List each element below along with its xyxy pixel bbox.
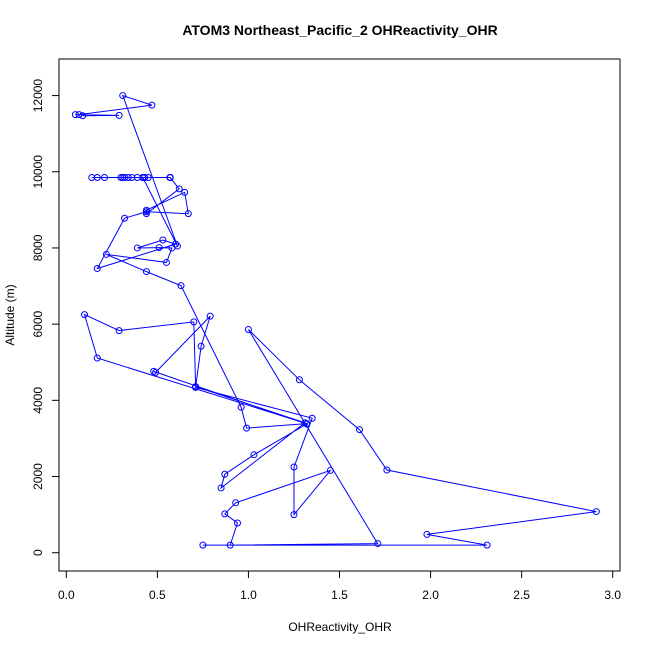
data-point [217, 484, 225, 492]
data-point [221, 510, 229, 518]
data-point [374, 540, 382, 548]
data-point [79, 112, 87, 120]
data-point [133, 173, 141, 181]
data-point [383, 466, 391, 474]
data-point [483, 541, 491, 549]
data-point [119, 92, 127, 100]
data-point [226, 541, 234, 549]
data-point [141, 173, 149, 181]
data-point [237, 403, 245, 411]
data-point [102, 250, 110, 258]
data-point [148, 101, 156, 109]
y-tick-label: 2000 [31, 463, 45, 490]
x-tick-label: 1.5 [331, 588, 348, 602]
data-point [173, 242, 181, 250]
x-tick-label: 0.0 [58, 588, 75, 602]
series-line [75, 94, 597, 546]
data-point [308, 414, 316, 422]
data-point [243, 424, 251, 432]
data-point [124, 173, 132, 181]
data-point [121, 214, 129, 222]
data-point [121, 173, 129, 181]
y-tick-label: 10000 [31, 155, 45, 189]
data-point [142, 206, 150, 214]
data-point [234, 519, 241, 527]
x-tick-label: 0.5 [149, 588, 166, 602]
data-point [184, 210, 192, 218]
data-point [162, 258, 170, 266]
x-tick-label: 2.5 [513, 588, 530, 602]
data-point [177, 282, 185, 290]
x-axis: 0.0 0.5 1.0 1.5 2.0 2.5 3.0 [58, 570, 621, 602]
x-tick-label: 2.0 [422, 588, 439, 602]
data-point [290, 463, 298, 471]
data-point [142, 210, 150, 218]
data-point [232, 499, 240, 507]
data-point [133, 244, 141, 252]
data-point [117, 173, 125, 181]
data-point [93, 265, 101, 273]
x-axis-label: OHReactivity_OHR [288, 620, 392, 634]
chart-title: ATOM3 Northeast_Pacific_2 OHReactivity_O… [182, 22, 497, 38]
x-tick-label: 1.0 [240, 588, 257, 602]
data-point [206, 312, 214, 320]
y-axis-label: Altitude (m) [3, 284, 17, 345]
data-point [75, 111, 83, 119]
data-point [221, 470, 229, 478]
data-point [303, 420, 311, 428]
data-point [159, 236, 167, 244]
data-point [166, 173, 174, 181]
data-point [81, 311, 88, 319]
y-tick-label: 4000 [31, 387, 45, 414]
data-point [144, 173, 152, 181]
data-point [88, 173, 96, 181]
data-point [197, 342, 205, 350]
data-point [244, 325, 252, 333]
data-point [250, 451, 258, 459]
data-point [592, 508, 600, 516]
data-point [139, 173, 147, 181]
y-tick-label: 0 [31, 549, 45, 556]
data-point [199, 541, 207, 549]
series-layer [71, 92, 600, 549]
y-tick-label: 8000 [31, 234, 45, 261]
data-point [115, 327, 123, 335]
data-point [155, 244, 163, 252]
data-point [295, 376, 303, 384]
data-point [172, 240, 180, 248]
data-point [150, 367, 158, 375]
data-point [290, 511, 298, 519]
data-point [190, 318, 198, 326]
data-point [93, 173, 101, 181]
data-point [192, 383, 200, 391]
data-point [175, 185, 183, 193]
data-point [356, 426, 364, 434]
x-tick-label: 3.0 [604, 588, 621, 602]
y-tick-label: 12000 [31, 79, 45, 113]
data-point [115, 111, 123, 119]
data-point [71, 111, 79, 119]
data-point [152, 369, 160, 377]
y-axis: 0 2000 4000 6000 8000 10000 12000 [31, 79, 60, 556]
plot-frame [58, 58, 621, 572]
y-tick-label: 6000 [31, 310, 45, 337]
data-point [181, 188, 189, 196]
data-point [101, 173, 109, 181]
data-point [423, 530, 431, 538]
data-point [142, 268, 150, 276]
data-point [93, 354, 101, 362]
data-point [119, 173, 127, 181]
data-point [326, 466, 334, 474]
data-point [128, 173, 136, 181]
